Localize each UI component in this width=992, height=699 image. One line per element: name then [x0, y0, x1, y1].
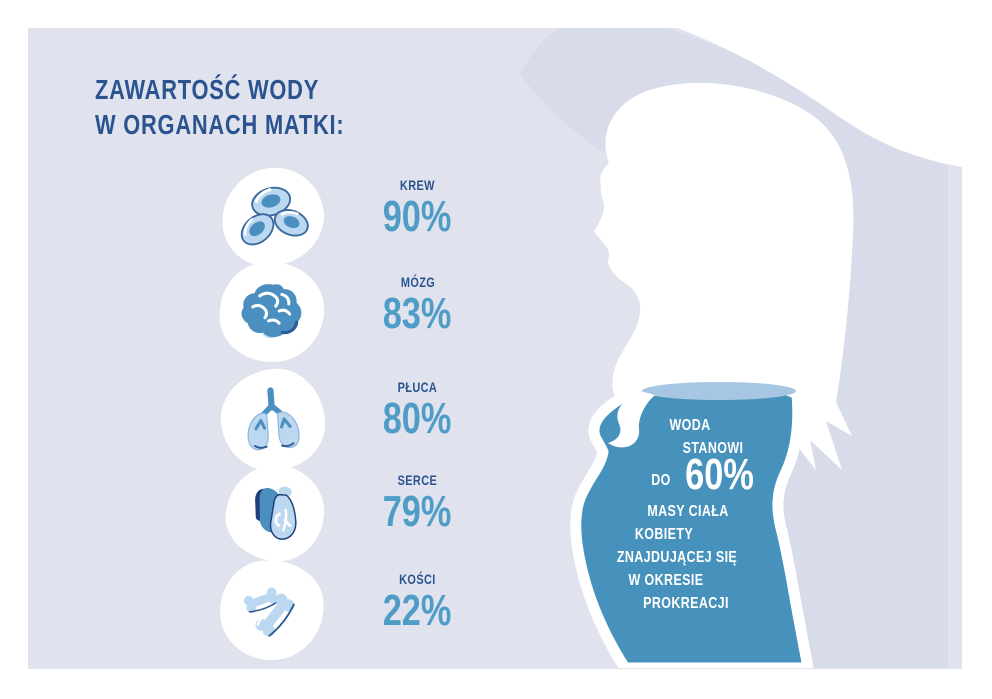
organ-value: 90% — [383, 192, 452, 241]
lungs-icon — [217, 365, 329, 475]
blood-cells-icon — [217, 162, 329, 272]
belly-text-line6: W OKRESIE — [628, 572, 704, 589]
arm-curl-shape — [608, 392, 655, 448]
page-title-line1: ZAWARTOŚĆ WODY — [95, 74, 320, 105]
organ-label: KREW — [400, 177, 435, 193]
organ-label: SERCE — [397, 472, 438, 488]
page-title: ZAWARTOŚĆ WODY W ORGANACH MATKI: — [95, 72, 415, 142]
brain-icon — [216, 258, 328, 366]
page-title-line2: W ORGANACH MATKI: — [95, 109, 345, 140]
water-belly-shape — [570, 375, 814, 668]
belly-text-line4: KOBIETY — [634, 526, 694, 543]
organ-label: PŁUCA — [397, 379, 438, 395]
bones-icon — [215, 555, 329, 665]
belly-text-line7: PROKREACJI — [643, 595, 729, 612]
water-surface-shape — [642, 382, 796, 400]
organ-label: KOŚCI — [399, 571, 436, 587]
organ-value: 79% — [383, 487, 452, 536]
heart-icon — [222, 460, 328, 566]
organ-value: 22% — [383, 586, 452, 635]
belly-text-line1: WODA — [669, 417, 711, 434]
organ-label: MÓZG — [400, 274, 435, 290]
belly-text-line3: MASY CIAŁA — [647, 503, 729, 520]
panel-corner-cutout — [677, 28, 962, 168]
organ-value: 83% — [383, 289, 452, 338]
organ-value: 80% — [383, 394, 452, 443]
belly-text-percent: 60% — [685, 450, 754, 499]
belly-text-percent-row: DO 60% — [648, 450, 763, 499]
woman-silhouette-shape — [594, 82, 854, 470]
belly-text-line5: ZNAJDUJĄCEJ SIĘ — [616, 549, 738, 566]
belly-text-do: DO — [651, 471, 671, 489]
belly-text-line2: STANOWI — [682, 440, 744, 457]
